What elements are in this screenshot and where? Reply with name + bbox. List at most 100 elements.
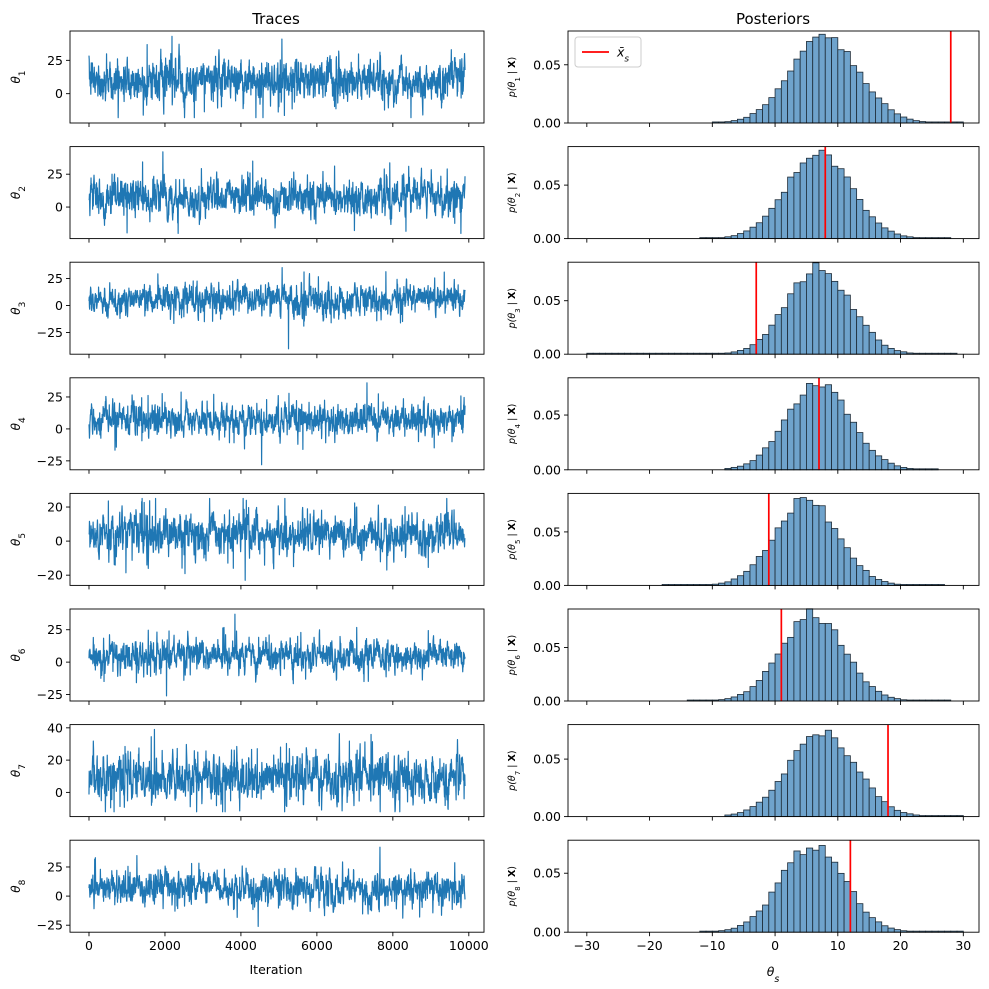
hist-bar-5-33 — [868, 576, 876, 586]
hist-bar-6-29 — [868, 686, 876, 702]
trace-ylabel-1: θ1 — [9, 70, 28, 83]
posterior-ylabel-rest-6: | — [507, 646, 518, 655]
hist-bar-6-17 — [793, 621, 801, 702]
hist-bar-8-10 — [762, 904, 770, 933]
hist-bar-1-21 — [843, 51, 851, 124]
hist-bar-7-9 — [780, 773, 789, 818]
posterior-ylabel-8: p(θ8 | X) — [507, 866, 522, 907]
hist-bar-1-28 — [887, 109, 895, 124]
trace-xtick-label-4: 8000 — [377, 938, 409, 953]
hist-bar-7-25 — [881, 801, 889, 817]
hist-bar-8-6 — [737, 925, 745, 933]
hist-bar-6-22 — [824, 623, 832, 702]
hist-bar-7-28 — [900, 812, 908, 817]
trace-xtick-label-5: 10000 — [449, 938, 489, 953]
posterior-ytick-label-4-1: 0.05 — [533, 408, 561, 423]
hist-bar-6-23 — [831, 629, 839, 702]
hist-bar-8-24 — [849, 891, 858, 933]
hist-bar-3-46 — [875, 339, 883, 355]
hist-bar-3-49 — [893, 350, 901, 355]
hist-bar-3-31 — [780, 307, 789, 355]
hist-bar-2-6 — [737, 233, 745, 239]
hist-bar-5-21 — [793, 498, 801, 586]
hist-bar-4-18 — [837, 399, 845, 471]
hist-bar-5-18 — [774, 527, 782, 586]
hist-bar-3-48 — [887, 347, 895, 355]
hist-bar-5-13 — [743, 570, 751, 586]
hist-bar-7-20 — [849, 761, 858, 817]
hist-bar-2-8 — [749, 226, 757, 239]
posterior-ylabel-rest-2: | — [507, 183, 518, 192]
posterior-ylabel-4: p(θ4 | X) — [507, 404, 522, 445]
trace-ylabel-3: θ3 — [9, 302, 28, 315]
hist-bar-8-5 — [730, 927, 738, 933]
hist-bar-7-13 — [806, 736, 814, 817]
hist-bar-2-13 — [780, 191, 789, 239]
trace-panel-6: −25 0 25 θ6 — [9, 608, 485, 705]
hist-bar-8-20 — [824, 856, 832, 933]
hist-bar-4-3 — [743, 463, 751, 471]
hist-bar-2-31 — [893, 233, 901, 239]
posterior-ylabel-close-3: ) — [507, 288, 518, 292]
hist-bar-2-26 — [862, 209, 870, 240]
posterior-xlabel-subscript: s — [774, 974, 779, 985]
hist-bar-7-24 — [875, 796, 883, 818]
hist-bar-3-36 — [812, 262, 820, 355]
hist-bar-8-9 — [755, 910, 763, 933]
posterior-panel-7: 0.00 0.05 p(θ7 | X) — [507, 724, 980, 824]
posterior-ylabel-x-4: X — [507, 407, 518, 415]
hist-bar-1-12 — [787, 70, 795, 124]
trace-ylabel-6-sub: 6 — [18, 648, 28, 654]
hist-bar-7-21 — [856, 771, 864, 817]
hist-bar-7-26 — [887, 806, 895, 818]
posterior-ylabel-p-5: p(θ — [507, 544, 518, 561]
trace-ytick-label-7-1: 20 — [47, 753, 63, 768]
hist-bar-6-27 — [856, 672, 864, 702]
posterior-ylabel-sub-6: 6 — [513, 655, 522, 660]
trace-ylabel-5: θ5 — [9, 533, 28, 546]
hist-bar-8-27 — [868, 917, 876, 933]
hist-bar-3-24 — [737, 350, 745, 355]
posterior-panel-3: 0.00 0.05 p(θ3 | X) — [507, 261, 980, 362]
hist-bar-6-13 — [768, 662, 776, 702]
hist-bar-2-17 — [806, 157, 814, 239]
trace-ylabel-8: θ8 — [9, 879, 28, 892]
hist-bar-7-4 — [749, 806, 757, 818]
hist-bar-5-26 — [824, 521, 832, 586]
posterior-ylabel-close-7: ) — [507, 750, 518, 754]
hist-bar-5-19 — [780, 520, 789, 586]
trace-frame-8 — [69, 839, 485, 933]
trace-line-5 — [88, 497, 466, 581]
posterior-frame-3 — [567, 261, 980, 355]
trace-ylabel-3-sym: θ — [9, 307, 23, 315]
hist-bar-3-33 — [793, 282, 801, 355]
posterior-xtick-label-0: −30 — [574, 938, 600, 953]
trace-xtick-label-3: 6000 — [301, 938, 333, 953]
hist-bar-7-22 — [862, 778, 870, 817]
hist-bar-7-15 — [818, 735, 826, 817]
hist-bar-3-45 — [868, 331, 876, 355]
hist-bar-3-29 — [768, 324, 776, 355]
posterior-ylabel-x-5: X — [507, 522, 518, 530]
trace-ytick-label-1-0: 0 — [55, 86, 63, 101]
posterior-ylabel-1: p(θ1 | X) — [507, 57, 522, 98]
hist-bar-3-30 — [774, 314, 782, 355]
posterior-ytick-label-8-0: 0.00 — [533, 925, 561, 940]
trace-line-6 — [88, 613, 466, 697]
hist-bar-8-29 — [881, 925, 889, 933]
hist-bar-2-7 — [743, 230, 751, 240]
hist-bar-2-16 — [799, 162, 807, 239]
trace-frame-6 — [69, 608, 485, 702]
posterior-ylabel-sub-4: 4 — [513, 423, 522, 428]
hist-bar-8-17 — [806, 847, 814, 933]
hist-bar-3-32 — [787, 293, 795, 355]
posterior-frame-4 — [567, 377, 980, 471]
hist-bar-8-13 — [780, 869, 789, 933]
hist-bar-5-27 — [831, 528, 839, 586]
hist-bar-1-23 — [856, 71, 864, 124]
hist-bar-3-44 — [862, 324, 870, 355]
hist-bar-8-15 — [793, 850, 801, 933]
hist-bar-1-20 — [837, 49, 845, 124]
posterior-ytick-label-4-0: 0.00 — [533, 462, 561, 477]
